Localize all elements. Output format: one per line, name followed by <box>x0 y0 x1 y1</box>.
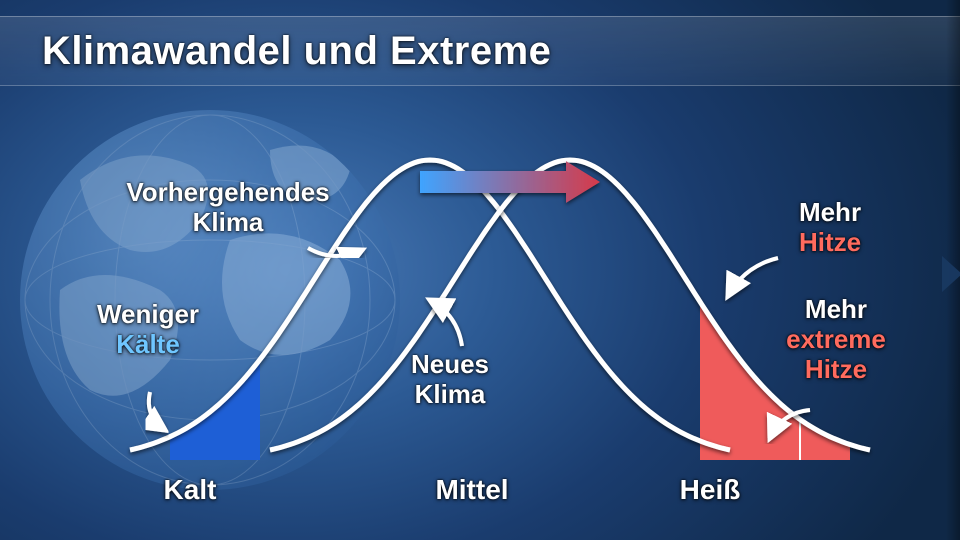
text: Mehr <box>805 294 867 324</box>
axis-label-mid: Mittel <box>435 474 508 506</box>
label-less-cold: Weniger Kälte <box>97 300 199 360</box>
axis-label-cold: Kalt <box>164 474 217 506</box>
text: Klima <box>415 379 486 409</box>
title-bar: Klimawandel und Extreme <box>0 16 960 86</box>
label-new-climate: Neues Klima <box>411 350 489 410</box>
text: Kälte <box>116 329 180 359</box>
text: Hitze <box>805 354 867 384</box>
axis-label-hot: Heiß <box>680 474 741 506</box>
text: Vorhergehendes <box>126 177 329 207</box>
curve-new-climate <box>270 160 870 450</box>
text: Weniger <box>97 299 199 329</box>
label-more-extreme-heat: Mehr extreme Hitze <box>786 295 886 385</box>
chart-area <box>80 120 880 480</box>
text: Neues <box>411 349 489 379</box>
label-prev-climate: Vorhergehendes Klima <box>126 178 329 238</box>
right-rail-arrowhead-icon <box>942 256 960 292</box>
arrow-less-cold <box>149 392 165 430</box>
arrow-more-heat <box>728 258 778 296</box>
text: Hitze <box>799 227 861 257</box>
label-more-heat: Mehr Hitze <box>799 198 861 258</box>
page-title: Klimawandel und Extreme <box>42 29 551 74</box>
text: Mehr <box>799 197 861 227</box>
text: Klima <box>193 207 264 237</box>
text: extreme <box>786 324 886 354</box>
stage: Klimawandel und Extreme <box>0 0 960 540</box>
